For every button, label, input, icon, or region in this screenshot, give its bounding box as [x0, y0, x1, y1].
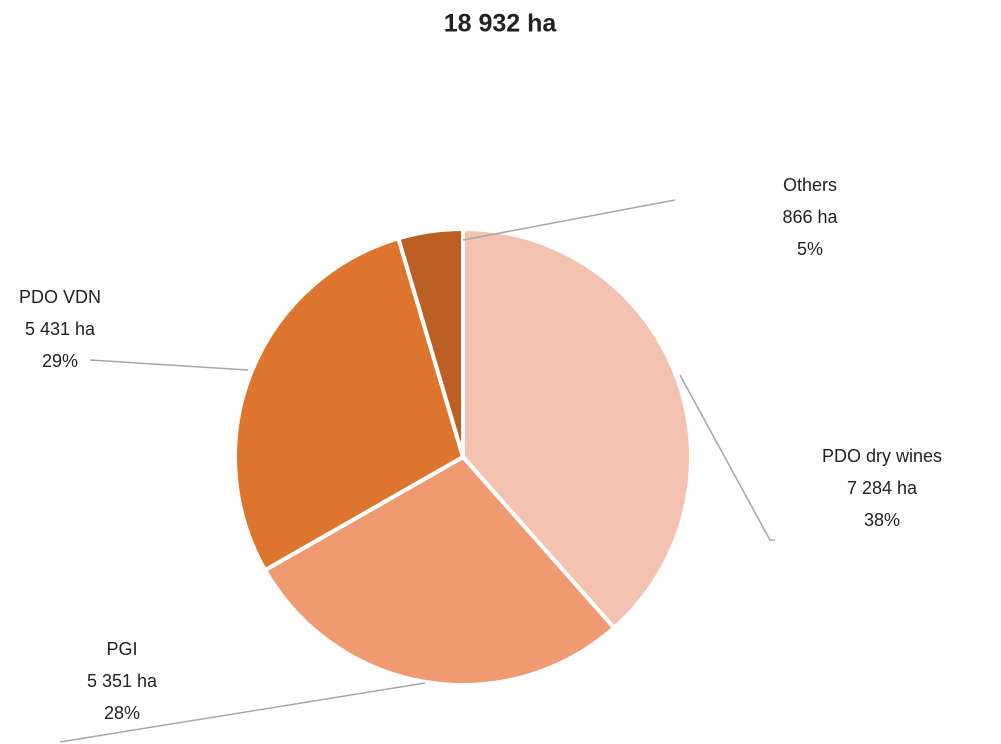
- slice-label: Others: [783, 175, 837, 195]
- pie-slice: [262, 454, 617, 687]
- slice-label: PGI: [106, 639, 137, 659]
- leader-line: [462, 199, 676, 241]
- pie-slice: [233, 235, 466, 573]
- percent-label: 38%: [864, 510, 900, 530]
- chart-title: 18 932 ha: [444, 10, 558, 38]
- percent-label: 28%: [104, 703, 140, 723]
- value-label: 866 ha: [782, 207, 838, 227]
- leader-line: [59, 682, 426, 743]
- value-label: 5 351 ha: [87, 671, 158, 691]
- value-label: 5 431 ha: [25, 319, 96, 339]
- slice-label: PDO dry wines: [822, 446, 942, 466]
- leader-line: [679, 374, 775, 541]
- leader-line: [89, 359, 249, 371]
- percent-label: 29%: [42, 351, 78, 371]
- pie-slice: [395, 226, 465, 458]
- percent-label: 5%: [797, 239, 823, 259]
- pie-slice: [461, 226, 693, 631]
- slice-label: PDO VDN: [19, 287, 101, 307]
- value-label: 7 284 ha: [847, 478, 918, 498]
